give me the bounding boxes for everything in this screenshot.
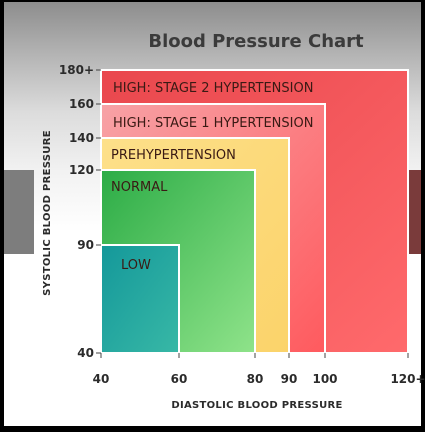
zone-low bbox=[100, 244, 180, 354]
zone-label: HIGH: STAGE 1 HYPERTENSION bbox=[113, 116, 313, 131]
y-tick-label: 40 bbox=[77, 346, 94, 360]
zone-label: HIGH: STAGE 2 HYPERTENSION bbox=[113, 81, 313, 96]
x-tick-label: 40 bbox=[93, 372, 110, 386]
x-tick-label: 120+ bbox=[390, 372, 425, 386]
x-tick-label: 100 bbox=[312, 372, 337, 386]
x-axis-ticks: 40 60 80 90 100 120+ bbox=[93, 372, 425, 386]
left-side-band bbox=[4, 170, 34, 254]
chart-title: Blood Pressure Chart bbox=[148, 31, 364, 52]
tick-marks bbox=[96, 69, 409, 358]
y-axis-ticks: 40 90 120 140 160 180+ bbox=[59, 63, 94, 360]
y-tick-label: 140 bbox=[69, 131, 94, 145]
y-axis-label: SYSTOLIC BLOOD PRESSURE bbox=[42, 130, 53, 296]
zone-label: NORMAL bbox=[111, 180, 168, 195]
y-tick-label: 160 bbox=[69, 97, 94, 111]
zone-labels-group: HIGH: STAGE 2 HYPERTENSION HIGH: STAGE 1 … bbox=[111, 81, 313, 273]
y-tick-label: 90 bbox=[77, 238, 94, 252]
y-tick-label: 180+ bbox=[59, 63, 94, 77]
x-tick-label: 60 bbox=[171, 372, 188, 386]
x-tick-label: 90 bbox=[281, 372, 298, 386]
x-tick-label: 80 bbox=[247, 372, 264, 386]
zone-label: PREHYPERTENSION bbox=[111, 148, 236, 163]
x-axis-label: DIASTOLIC BLOOD PRESSURE bbox=[171, 400, 342, 411]
zones-group bbox=[100, 69, 409, 354]
zone-label: LOW bbox=[121, 258, 151, 273]
y-tick-label: 120 bbox=[69, 163, 94, 177]
